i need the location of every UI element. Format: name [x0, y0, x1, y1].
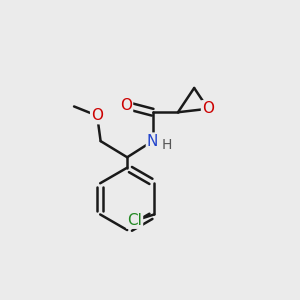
- Text: O: O: [202, 101, 214, 116]
- Text: O: O: [91, 108, 103, 123]
- Text: O: O: [120, 98, 132, 113]
- Text: H: H: [162, 138, 172, 152]
- Text: N: N: [147, 134, 158, 148]
- Text: Cl: Cl: [127, 213, 142, 228]
- Text: methoxy: methoxy: [73, 95, 134, 109]
